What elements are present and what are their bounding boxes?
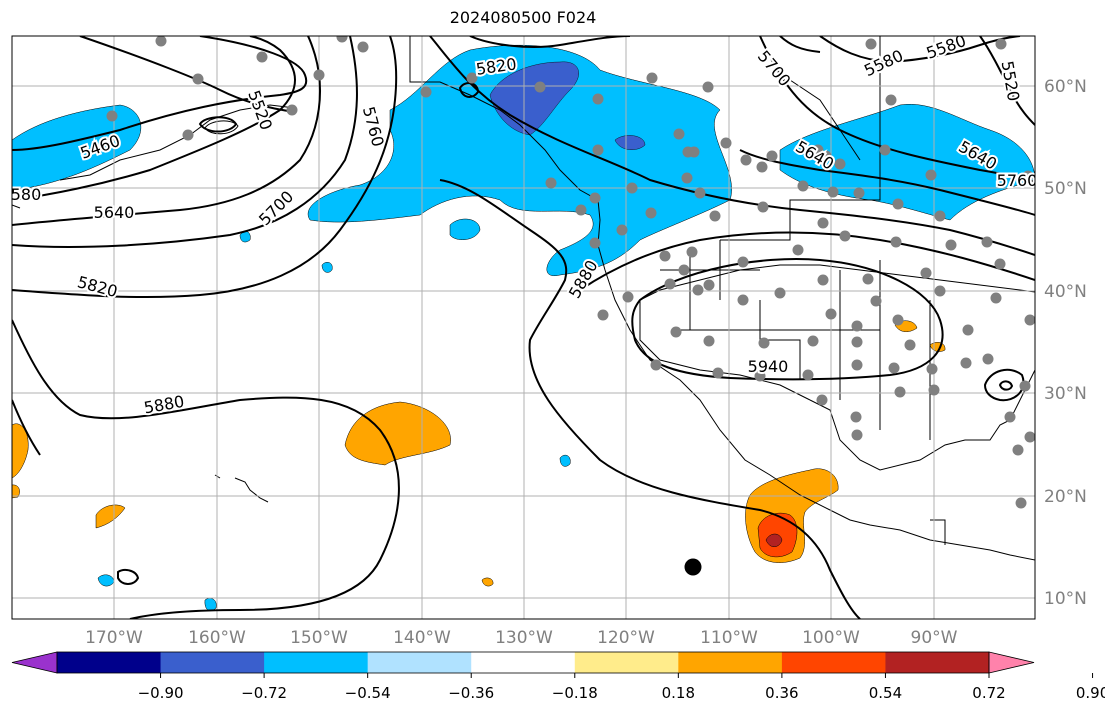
colorbar-extend-low [11,651,58,674]
lon-tick-label: 120°W [597,628,655,648]
contour-label: 5760 [997,171,1038,190]
colorbar-segment [885,652,990,673]
colorbar-extend-high [988,651,1035,674]
colorbar-tick-label: 0.90 [1076,684,1105,702]
colorbar-segment [367,652,472,673]
colorbar-segment [574,652,679,673]
colorbar-tick-label: 0.72 [972,684,1005,702]
colorbar [11,651,1035,674]
colorbar-tick-label: 0.54 [869,684,902,702]
lon-tick-label: 150°W [290,628,348,648]
latitude-axis: 60°N 50°N 40°N 30°N 20°N 10°N [1044,77,1087,609]
contour-label: 580 [11,185,42,204]
colorbar-tick-label: 0.36 [765,684,798,702]
colorbar-segment [57,652,162,673]
map-frame [11,35,1036,620]
colorbar-tick-label: −0.90 [138,684,184,702]
lon-tick-label: 130°W [495,628,553,648]
colorbar-tick-label: 0.18 [662,684,695,702]
contour-label: 5640 [94,203,135,222]
colorbar-segment [781,652,886,673]
lon-tick-label: 170°W [85,628,143,648]
lat-tick-label: 40°N [1044,282,1087,302]
lon-tick-label: 160°W [188,628,246,648]
colorbar-tick-label: −0.72 [241,684,287,702]
lon-tick-label: 100°W [802,628,860,648]
lon-tick-label: 140°W [393,628,451,648]
map-title: 2024080500 F024 [449,8,597,27]
colorbar-tick-label: −0.54 [345,684,391,702]
station-markers [106,36,1035,509]
lat-tick-label: 60°N [1044,77,1087,97]
graticule [12,36,1035,619]
lat-tick-label: 30°N [1044,384,1087,404]
contour-label: 5940 [748,357,789,376]
positive-anomaly-shading [12,320,946,587]
colorbar-segment [678,652,783,673]
lon-tick-label: 110°W [700,628,758,648]
colorbar-tick-label: −0.18 [552,684,598,702]
lon-tick-label: 90°W [911,628,958,648]
colorbar-segment [160,652,265,673]
colorbar-segment [471,652,576,673]
tropical-cyclone-marker [684,558,702,576]
colorbar-tick-label: −0.36 [448,684,494,702]
lat-tick-label: 10°N [1044,589,1087,609]
colorbar-segment [264,652,369,673]
longitude-axis: 170°W 160°W 150°W 140°W 130°W 120°W 110°W 100°W… [85,628,958,648]
lat-tick-label: 20°N [1044,487,1087,507]
colorbar-tick-labels: −0.90 −0.72 −0.54 −0.36 −0.18 0.18 0.36 0.54 0.7… [138,673,1105,702]
colorbar-frame [56,651,990,674]
lat-tick-label: 50°N [1044,179,1087,199]
